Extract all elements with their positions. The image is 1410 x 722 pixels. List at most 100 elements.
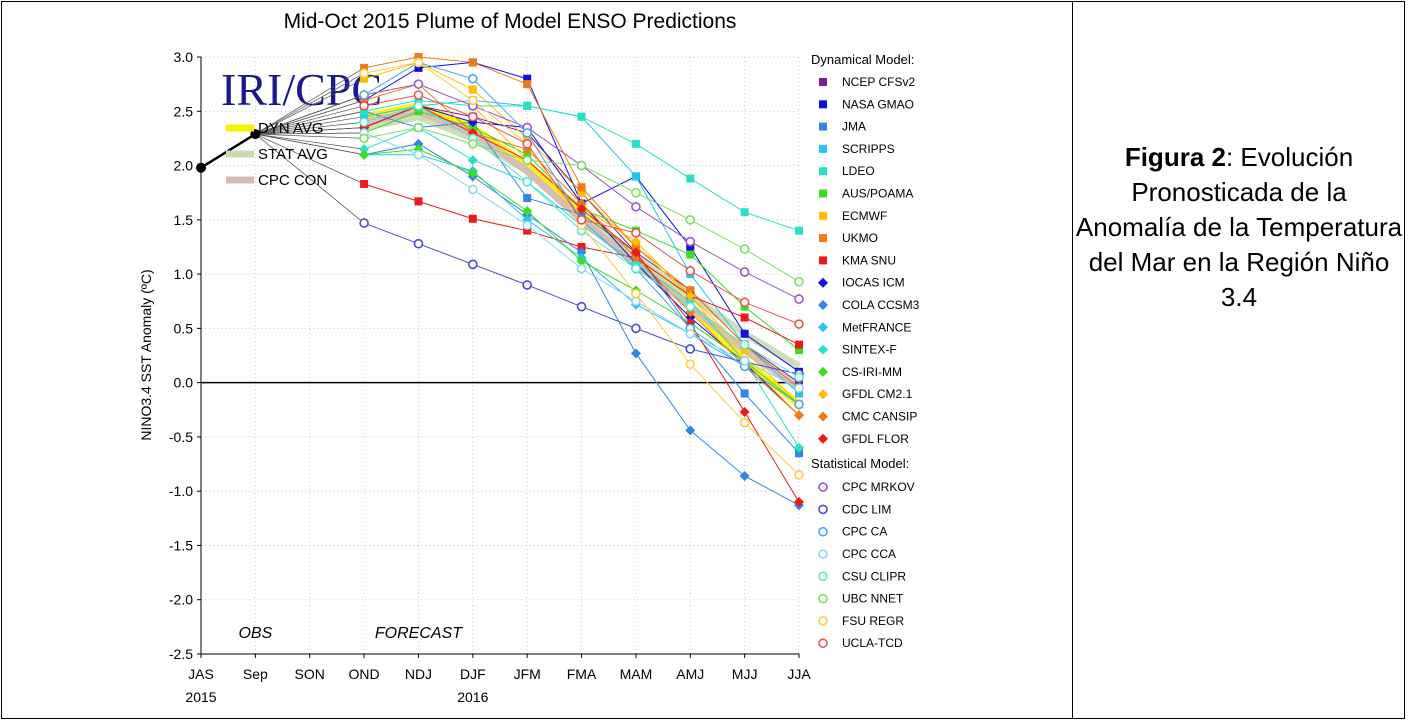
data-point-fsu-regr	[631, 288, 641, 299]
data-point-csu-clipr	[413, 101, 424, 111]
data-point-cpc-mrkov	[631, 201, 641, 212]
legend-label-metfrance: MetFRANCE	[842, 320, 911, 334]
caption-text: Evolución Pronosticada de la Anomalía de…	[1075, 142, 1403, 312]
data-point-aus-poama	[523, 150, 532, 159]
data-point-ubc-nnet	[522, 155, 532, 165]
y-tick-label: -0.5	[169, 429, 193, 445]
legend-label-aus-poama: AUS/POAMA	[842, 187, 913, 201]
data-point-csu-clipr	[631, 263, 641, 274]
data-point-ubc-nnet	[468, 139, 478, 149]
legend-marker-cpc-ca	[818, 526, 828, 537]
x-tick-label: JJA	[787, 666, 811, 682]
data-point-cpc-mrkov	[794, 294, 804, 304]
figure-caption: Figura 2: Evolución Pronosticada de la A…	[1074, 140, 1404, 315]
x-tick-label: NDJ	[405, 666, 432, 682]
y-tick-label: -2.0	[169, 592, 193, 608]
avg-legend-label-cpc-con: CPC CON	[258, 172, 327, 189]
data-point-scripps	[360, 112, 369, 121]
data-point-aus-poama	[468, 123, 477, 132]
data-point-sintex-f	[359, 144, 370, 155]
legend-label-ncep-cfsv2: NCEP CFSv2	[842, 75, 915, 89]
data-point-cola-ccsm3	[630, 348, 641, 359]
data-point-sintex-f	[467, 155, 478, 166]
legend-label-kma-snu: KMA SNU	[842, 253, 896, 267]
obs-connector	[255, 133, 365, 150]
data-point-jma	[523, 194, 532, 203]
data-point-cdc-lim	[685, 344, 696, 354]
x-tick-label: OND	[349, 666, 380, 682]
data-point-cpc-ca	[468, 73, 478, 84]
legend-marker-sintex-f	[818, 344, 828, 355]
data-point-gfdl-flor	[576, 203, 587, 214]
data-point-ecmwf	[360, 74, 369, 83]
data-point-ecmwf	[740, 346, 749, 355]
legend-marker-cola-ccsm3	[818, 300, 828, 310]
legend-label-cpc-ca: CPC CA	[842, 525, 887, 539]
legend-label-ucla-tcd: UCLA-TCD	[842, 636, 903, 650]
obs-connector	[255, 100, 365, 135]
data-point-ucla-tcd	[522, 139, 532, 149]
data-point-ubc-nnet	[631, 187, 641, 198]
legend-label-nasa-gmao: NASA GMAO	[842, 97, 914, 111]
legend-marker-ucla-tcd	[818, 638, 828, 649]
data-point-csu-clipr	[685, 301, 696, 312]
data-point-cola-ccsm3	[576, 247, 587, 258]
legend-header-statistical: Statistical Model:	[811, 456, 909, 471]
legend-label-cpc-mrkov: CPC MRKOV	[842, 480, 915, 494]
data-point-ubc-nnet	[739, 244, 750, 254]
data-point-ukmo	[686, 286, 695, 295]
caption-label: Figura 2	[1124, 142, 1226, 172]
data-point-nasa-gmao	[740, 329, 749, 338]
data-point-cpc-mrkov	[413, 79, 424, 89]
data-point-csu-clipr	[794, 372, 804, 383]
x-tick-label: MJJ	[732, 666, 758, 682]
legend-marker-ecmwf	[819, 211, 827, 220]
legend-marker-aus-poama	[819, 189, 827, 198]
data-point-cs-iri-mm	[467, 168, 478, 179]
data-point-cola-ccsm3	[739, 470, 750, 481]
legend-label-ukmo: UKMO	[842, 231, 878, 245]
legend-marker-ncep-cfsv2	[819, 78, 827, 86]
legend-label-jma: JMA	[842, 120, 866, 134]
data-point-cpc-cca	[685, 328, 696, 339]
data-point-ldeo	[740, 208, 749, 217]
data-point-scripps	[631, 172, 640, 181]
data-point-ldeo	[414, 96, 423, 105]
legend-label-gfdl-flor: GFDL FLOR	[842, 432, 909, 446]
data-point-kma-snu	[414, 197, 423, 206]
data-point-cpc-cca	[739, 356, 750, 366]
data-point-kma-snu	[577, 242, 586, 251]
obs-connector	[255, 72, 365, 135]
x-tick-label: DJF	[460, 666, 486, 682]
legend-marker-ldeo	[819, 167, 827, 176]
x-tick-label: SON	[295, 666, 325, 682]
data-point-cs-iri-mm	[359, 149, 370, 160]
x-tick-label: JAS	[188, 666, 214, 682]
series-line-sintex-f	[363, 126, 800, 449]
legend-label-gfdl-cm2-1: GFDL CM2.1	[842, 387, 913, 401]
data-point-ucla-tcd	[576, 215, 587, 225]
legend-label-iocas-icm: IOCAS ICM	[842, 276, 905, 290]
legend-label-sintex-f: SINTEX-F	[842, 343, 897, 357]
data-point-cpc-cca	[413, 149, 424, 160]
data-point-fsu-regr	[794, 470, 804, 480]
data-point-fsu-regr	[685, 359, 696, 369]
data-point-cpc-ca	[522, 128, 532, 138]
data-point-ubc-nnet	[576, 160, 587, 171]
data-point-ukmo	[468, 58, 477, 67]
legend-marker-cpc-cca	[818, 549, 828, 559]
data-point-ldeo	[577, 112, 586, 121]
data-point-cpc-cca	[794, 383, 804, 393]
data-point-jma	[740, 389, 749, 398]
obs-connector	[255, 121, 365, 135]
legend-marker-fsu-regr	[818, 616, 828, 626]
obs-connector	[255, 133, 365, 139]
data-point-ucla-tcd	[359, 101, 369, 111]
obs-connector	[255, 67, 365, 135]
table-divider	[1072, 1, 1073, 719]
data-point-gfdl-cm2-1	[630, 236, 641, 247]
obs-connector	[255, 127, 365, 135]
data-point-sintex-f	[794, 442, 804, 453]
legend-marker-gfdl-cm2-1	[818, 389, 828, 400]
